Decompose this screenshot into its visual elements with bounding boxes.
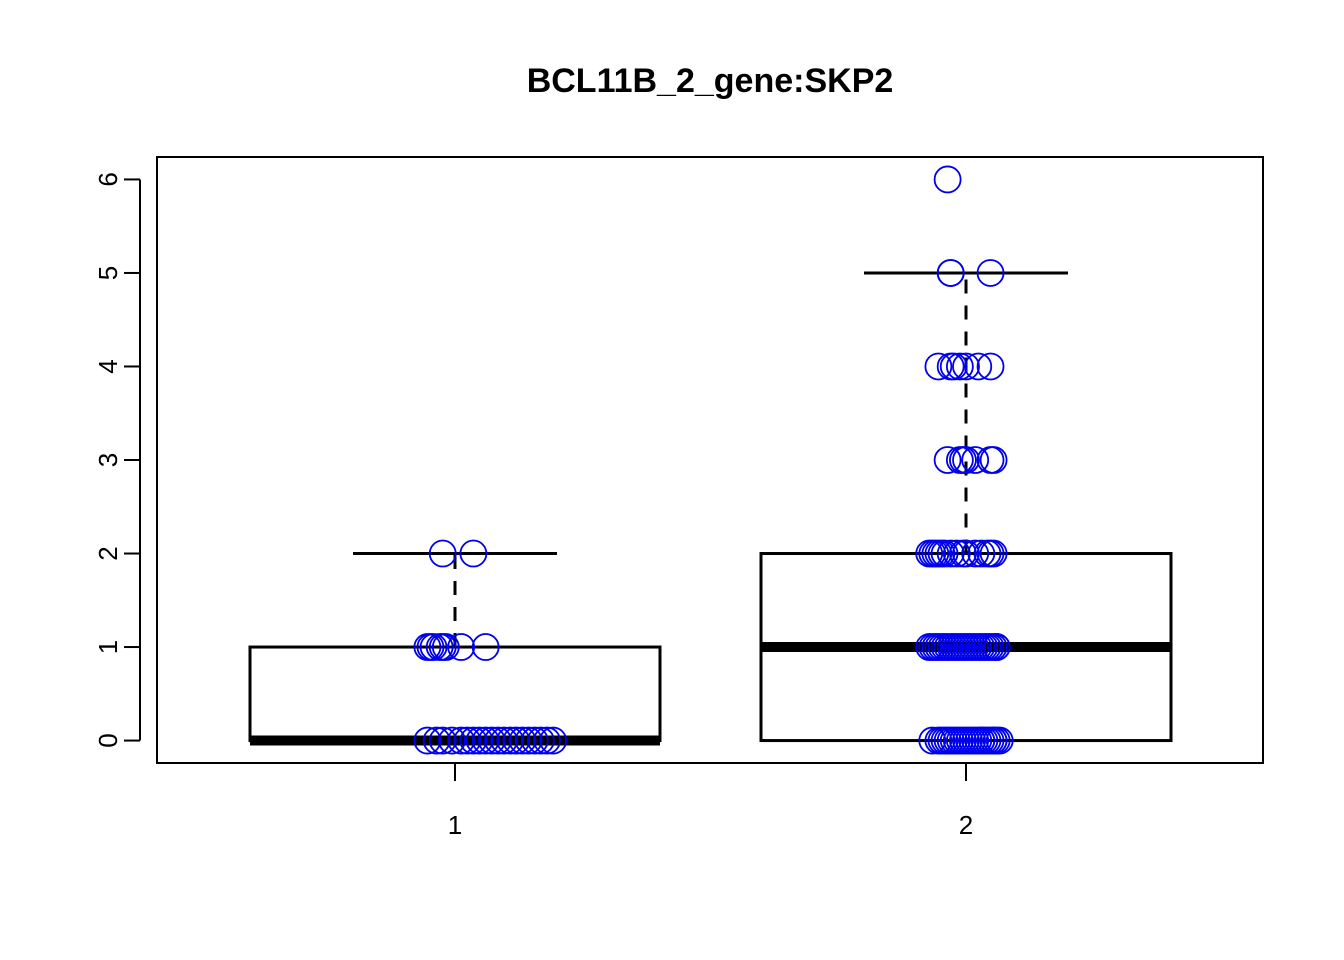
- data-point: [933, 446, 962, 474]
- data-point: [465, 726, 494, 755]
- data-point: [539, 726, 568, 755]
- data-point: [945, 352, 974, 381]
- y-tick-label: 6: [93, 172, 123, 186]
- data-point: [496, 726, 525, 755]
- y-tick-label: 2: [93, 546, 123, 560]
- data-point: [939, 352, 968, 381]
- data-point: [942, 726, 971, 755]
- data-point: [930, 539, 959, 568]
- data-point: [967, 726, 996, 755]
- data-point: [967, 539, 996, 568]
- data-point: [508, 726, 537, 755]
- chart-title: BCL11B_2_gene:SKP2: [527, 62, 894, 100]
- data-point: [490, 726, 518, 755]
- data-point: [477, 726, 506, 755]
- data-point: [952, 352, 980, 381]
- plot-frame: [156, 156, 1264, 764]
- x-tick-label: 1: [448, 810, 462, 840]
- data-point: [979, 539, 1008, 568]
- data-point: [447, 633, 476, 661]
- data-point: [413, 726, 442, 755]
- data-point: [930, 726, 959, 755]
- data-point: [459, 539, 488, 568]
- data-point: [447, 726, 476, 755]
- data-point: [918, 726, 947, 755]
- data-point: [964, 352, 993, 381]
- y-tick-label: 4: [93, 359, 123, 373]
- y-tick-label: 3: [93, 453, 123, 467]
- data-point: [979, 726, 1008, 755]
- data-point: [976, 352, 1005, 381]
- data-point: [961, 539, 990, 568]
- y-tick-label: 0: [93, 733, 123, 747]
- data-point: [979, 446, 1008, 474]
- data-point: [976, 259, 1005, 287]
- data-point: [936, 539, 965, 568]
- data-point: [952, 446, 980, 474]
- x-tick-label: 2: [959, 810, 973, 840]
- data-point: [526, 726, 555, 755]
- data-point: [453, 726, 482, 755]
- y-tick-label: 5: [93, 266, 123, 280]
- data-point: [419, 633, 448, 661]
- points-layer: [413, 165, 1014, 755]
- data-point: [471, 633, 500, 661]
- data-point: [428, 726, 457, 755]
- data-point: [484, 726, 512, 755]
- data-point: [936, 259, 965, 287]
- data-point: [942, 539, 971, 568]
- data-point: [961, 446, 990, 474]
- data-point: [422, 726, 451, 755]
- data-point: [982, 633, 1011, 661]
- data-point: [924, 352, 953, 381]
- box-2: [759, 271, 1173, 743]
- data-point: [985, 726, 1014, 755]
- data-point: [514, 726, 543, 755]
- data-point: [952, 539, 980, 568]
- data-point: [533, 726, 561, 755]
- y-tick-label: 1: [93, 640, 123, 654]
- data-point: [933, 165, 962, 194]
- data-point: [471, 726, 500, 755]
- data-point: [520, 726, 549, 755]
- box-rect: [248, 645, 662, 743]
- data-point: [502, 726, 531, 755]
- boxes-layer: [248, 271, 1173, 746]
- y-axis: 0 1 2 3 4 5 6: [93, 172, 141, 748]
- data-point: [438, 726, 466, 755]
- data-point: [428, 539, 457, 568]
- data-point: [431, 633, 460, 661]
- data-point: [459, 726, 488, 755]
